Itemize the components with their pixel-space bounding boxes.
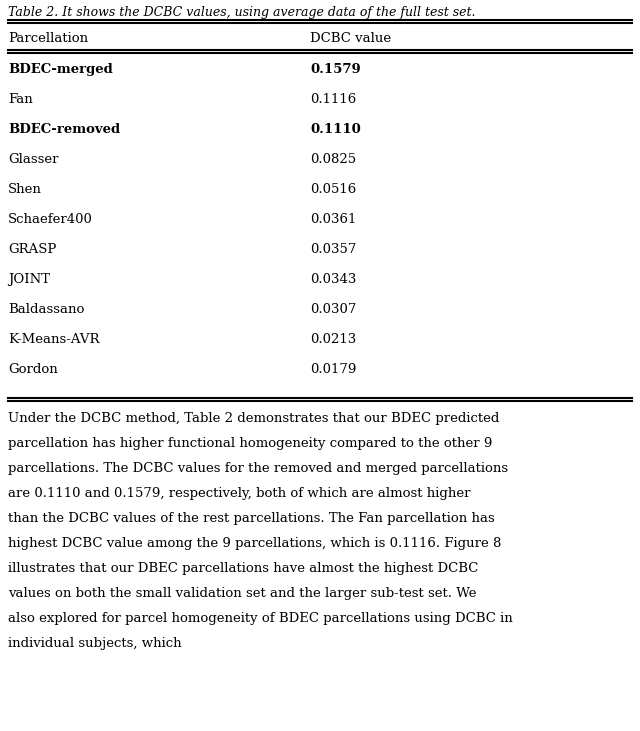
Text: Parcellation: Parcellation xyxy=(8,32,88,45)
Text: 0.0825: 0.0825 xyxy=(310,153,356,166)
Text: 0.0361: 0.0361 xyxy=(310,213,356,226)
Text: BDEC-merged: BDEC-merged xyxy=(8,63,113,76)
Text: Fan: Fan xyxy=(8,93,33,106)
Text: GRASP: GRASP xyxy=(8,243,56,256)
Text: parcellation has higher functional homogeneity compared to the other 9: parcellation has higher functional homog… xyxy=(8,437,492,450)
Text: also explored for parcel homogeneity of BDEC parcellations using DCBC in: also explored for parcel homogeneity of … xyxy=(8,612,513,625)
Text: 0.1116: 0.1116 xyxy=(310,93,356,106)
Text: JOINT: JOINT xyxy=(8,273,50,286)
Text: Table 2. It shows the DCBC values, using average data of the full test set.: Table 2. It shows the DCBC values, using… xyxy=(8,6,476,19)
Text: Schaefer400: Schaefer400 xyxy=(8,213,93,226)
Text: DCBC value: DCBC value xyxy=(310,32,391,45)
Text: Under the DCBC method, Table 2 demonstrates that our BDEC predicted: Under the DCBC method, Table 2 demonstra… xyxy=(8,412,499,425)
Text: illustrates that our DBEC parcellations have almost the highest DCBC: illustrates that our DBEC parcellations … xyxy=(8,562,478,575)
Text: parcellations. The DCBC values for the removed and merged parcellations: parcellations. The DCBC values for the r… xyxy=(8,462,508,475)
Text: are 0.1110 and 0.1579, respectively, both of which are almost higher: are 0.1110 and 0.1579, respectively, bot… xyxy=(8,487,470,500)
Text: Gordon: Gordon xyxy=(8,363,58,376)
Text: 0.0307: 0.0307 xyxy=(310,303,356,316)
Text: 0.0516: 0.0516 xyxy=(310,183,356,196)
Text: values on both the small validation set and the larger sub-test set. We: values on both the small validation set … xyxy=(8,587,477,600)
Text: 0.0179: 0.0179 xyxy=(310,363,356,376)
Text: individual subjects, which: individual subjects, which xyxy=(8,637,182,650)
Text: BDEC-removed: BDEC-removed xyxy=(8,123,120,136)
Text: Glasser: Glasser xyxy=(8,153,58,166)
Text: 0.1110: 0.1110 xyxy=(310,123,361,136)
Text: than the DCBC values of the rest parcellations. The Fan parcellation has: than the DCBC values of the rest parcell… xyxy=(8,512,495,525)
Text: highest DCBC value among the 9 parcellations, which is 0.1116. Figure 8: highest DCBC value among the 9 parcellat… xyxy=(8,537,501,550)
Text: 0.0343: 0.0343 xyxy=(310,273,356,286)
Text: Baldassano: Baldassano xyxy=(8,303,84,316)
Text: Shen: Shen xyxy=(8,183,42,196)
Text: 0.0213: 0.0213 xyxy=(310,333,356,346)
Text: K-Means-AVR: K-Means-AVR xyxy=(8,333,99,346)
Text: 0.0357: 0.0357 xyxy=(310,243,356,256)
Text: 0.1579: 0.1579 xyxy=(310,63,361,76)
